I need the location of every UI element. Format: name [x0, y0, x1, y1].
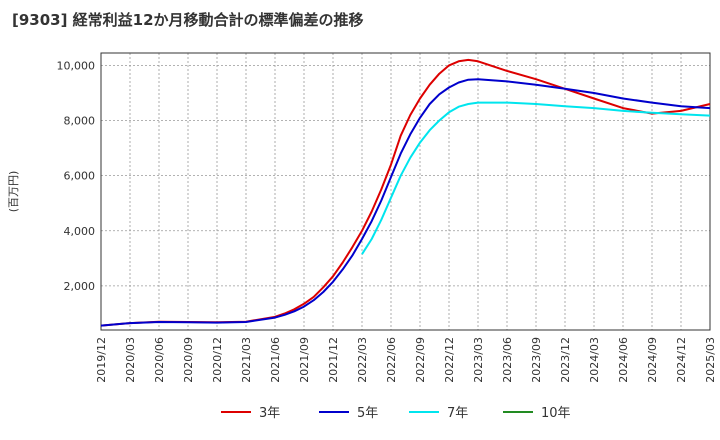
x-tick-label: 2019/12 — [95, 337, 108, 383]
x-tick-label: 2020/09 — [182, 337, 195, 383]
x-tick-label: 2020/06 — [153, 337, 166, 383]
x-tick-label: 2021/09 — [298, 337, 311, 383]
x-tick-label: 2020/12 — [211, 337, 224, 383]
legend-label: 5年 — [357, 406, 378, 421]
x-tick-label: 2024/06 — [617, 337, 630, 383]
legend-label: 3年 — [259, 406, 280, 421]
x-tick-label: 2024/09 — [646, 337, 659, 383]
plot-area — [101, 53, 710, 330]
chart-title: [9303] 経常利益12か月移動合計の標準偏差の推移 — [12, 11, 364, 29]
x-tick-label: 2023/09 — [530, 337, 543, 383]
y-tick-label: 8,000 — [64, 115, 96, 128]
x-tick-label: 2023/12 — [559, 337, 572, 383]
plot-frame — [100, 52, 711, 331]
x-tick-label: 2021/03 — [240, 337, 253, 383]
x-tick-label: 2024/12 — [675, 337, 688, 383]
series-line-5年 — [100, 78, 711, 327]
x-tick-label: 2024/03 — [588, 337, 601, 383]
x-tick-label: 2022/09 — [414, 337, 427, 383]
y-axis-label: (百万円) — [7, 171, 20, 213]
y-tick-label: 2,000 — [64, 280, 96, 293]
y-tick-label: 6,000 — [64, 170, 96, 183]
legend-label: 7年 — [447, 406, 468, 421]
legend-label: 10年 — [541, 406, 571, 421]
series-line-7年 — [361, 101, 711, 255]
y-tick-label: 4,000 — [64, 225, 96, 238]
x-tick-label: 2023/06 — [501, 337, 514, 383]
x-tick-label: 2022/06 — [385, 337, 398, 383]
x-tick-label: 2022/03 — [356, 337, 369, 383]
x-tick-label: 2020/03 — [124, 337, 137, 383]
x-tick-label: 2021/06 — [269, 337, 282, 383]
y-tick-label: 10,000 — [57, 59, 96, 72]
x-tick-label: 2022/12 — [443, 337, 456, 383]
x-tick-label: 2025/03 — [704, 337, 717, 383]
x-tick-label: 2023/03 — [472, 337, 485, 383]
x-tick-label: 2021/12 — [327, 337, 340, 383]
